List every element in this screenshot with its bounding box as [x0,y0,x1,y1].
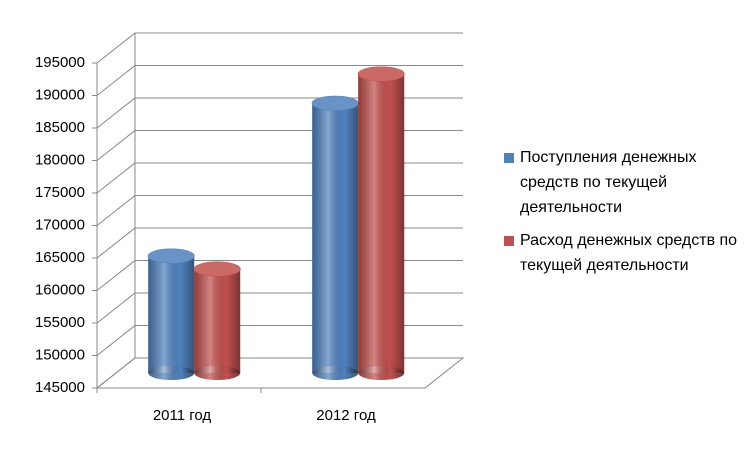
legend-swatch [504,153,514,163]
grid-line [96,97,463,129]
grid-line [96,162,463,194]
y-tick-label: 160000 [35,281,85,298]
grid-line [96,130,463,161]
cylinder-shade [358,74,405,373]
grid-line [96,195,463,226]
y-tick-label: 175000 [35,184,85,201]
y-tick-label: 195000 [35,54,85,71]
cylinder-top-hl [312,96,359,111]
x-tick-label: 2011 год [153,407,212,424]
cylinder-bottom-shade [148,366,195,380]
cylinder-shade [312,103,359,373]
legend-item: Расход денежных средств по текущей деяте… [500,228,740,278]
cylinder-bar [147,248,195,380]
legend-item: Поступления денежных средств по текущей … [500,145,740,220]
y-tick-label: 150000 [35,346,85,363]
y-tick-label: 155000 [35,314,85,331]
cylinder-bottom-shade [358,366,405,380]
cylinder-top [193,261,241,277]
y-tick-label: 145000 [35,379,85,396]
grid-line [96,65,463,96]
cylinder-shade [148,256,195,373]
cylinder-bottom-shade [312,366,359,380]
legend-label: Расход денежных средств по текущей деяте… [520,232,738,274]
y-tick-label: 185000 [35,119,85,136]
cylinder-top-hl [148,249,195,263]
y-tick-label: 180000 [35,151,85,168]
y-tick-label: 170000 [35,216,85,233]
cylinder-bottom-shade [194,366,241,380]
cylinder-shade [194,269,241,373]
cylinder-bar [311,95,359,380]
grid-line [96,32,463,64]
legend-label: Поступления денежных средств по текущей … [520,149,697,216]
cylinder-top [357,66,405,82]
y-tick-label: 165000 [35,249,85,266]
cylinder-top-hl [194,262,241,276]
cylinder-top-hl [358,67,405,81]
cylinder-top [147,248,195,264]
y-tick-label: 190000 [35,86,85,103]
cylinder-bar [357,66,405,380]
x-tick-label: 2012 год [316,407,376,424]
legend: Поступления денежных средств по текущей … [500,145,740,286]
cylinder-bar [193,261,241,380]
legend-swatch [504,236,514,246]
